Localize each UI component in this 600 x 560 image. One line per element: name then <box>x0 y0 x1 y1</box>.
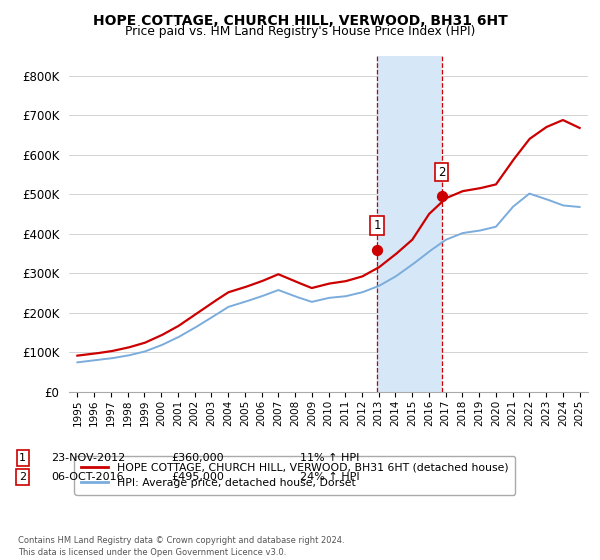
Text: HOPE COTTAGE, CHURCH HILL, VERWOOD, BH31 6HT: HOPE COTTAGE, CHURCH HILL, VERWOOD, BH31… <box>92 14 508 28</box>
Text: Contains HM Land Registry data © Crown copyright and database right 2024.
This d: Contains HM Land Registry data © Crown c… <box>18 536 344 557</box>
Point <box>437 192 446 201</box>
Text: Price paid vs. HM Land Registry's House Price Index (HPI): Price paid vs. HM Land Registry's House … <box>125 25 475 38</box>
Text: 06-OCT-2016: 06-OCT-2016 <box>51 472 124 482</box>
Text: £495,000: £495,000 <box>171 472 224 482</box>
Text: 11% ↑ HPI: 11% ↑ HPI <box>300 453 359 463</box>
Text: 23-NOV-2012: 23-NOV-2012 <box>51 453 125 463</box>
Text: £360,000: £360,000 <box>171 453 224 463</box>
Text: 24% ↑ HPI: 24% ↑ HPI <box>300 472 359 482</box>
Point <box>372 245 382 254</box>
Text: 1: 1 <box>373 219 381 232</box>
Legend: HOPE COTTAGE, CHURCH HILL, VERWOOD, BH31 6HT (detached house), HPI: Average pric: HOPE COTTAGE, CHURCH HILL, VERWOOD, BH31… <box>74 456 515 494</box>
Text: 1: 1 <box>19 453 26 463</box>
Text: 2: 2 <box>19 472 26 482</box>
Text: 2: 2 <box>438 166 445 179</box>
